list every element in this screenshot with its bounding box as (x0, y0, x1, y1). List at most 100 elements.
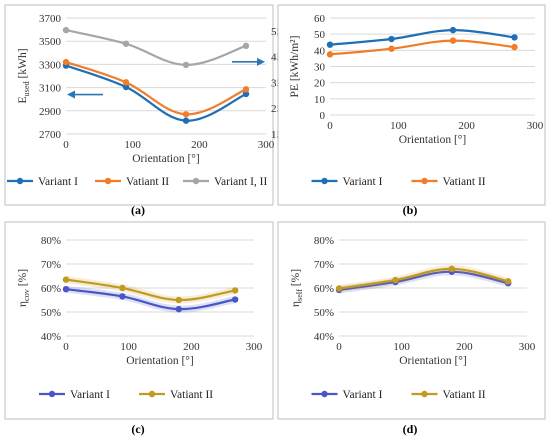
data-point (62, 58, 70, 66)
x-tick-label: 0 (336, 341, 342, 353)
y-tick-label: 10 (314, 94, 326, 106)
y-tick-label: 2900 (39, 106, 62, 118)
y-tick-label: 50 (314, 29, 326, 41)
legend-label: Vatiant II (443, 389, 486, 401)
data-point (448, 265, 455, 272)
legend-marker (421, 177, 428, 185)
y-tick-label: 20 (314, 78, 326, 90)
y-tick-label: 70% (41, 259, 61, 271)
series-line (65, 29, 247, 67)
data-point (119, 293, 126, 300)
data-point (511, 34, 518, 41)
chart-frame (4, 221, 274, 420)
data-point (505, 278, 512, 285)
data-point (122, 83, 130, 91)
panel-label: (c) (131, 422, 144, 436)
legend-label: Variant I, II (214, 176, 267, 188)
data-point (62, 26, 70, 34)
data-point (335, 285, 343, 292)
panel-a: 2700 2900 3100 3300 3500 3700 0 100 200 300 Orient… (4, 4, 313, 206)
right-axis-arrowhead (257, 57, 265, 66)
data-point (122, 40, 130, 47)
data-point (175, 305, 182, 313)
series-line (338, 267, 509, 290)
x-tick-label: 200 (191, 139, 208, 151)
legend-marker (421, 390, 428, 398)
y-tick-label: 3300 (39, 59, 62, 71)
panel-label: (a) (131, 203, 145, 217)
y-axis-title: ηcov [%] (17, 269, 31, 307)
x-tick-label: 200 (183, 341, 200, 353)
x-tick-label: 300 (527, 120, 544, 132)
data-point (242, 42, 250, 50)
legend-marker (48, 390, 56, 398)
y-tick-label: 0 (320, 110, 326, 122)
x-tick-label: 100 (390, 120, 407, 132)
data-point (119, 284, 126, 292)
data-point (388, 45, 395, 52)
data-point (122, 79, 130, 86)
y-tick-label: 80% (41, 235, 61, 247)
series-line (329, 39, 515, 56)
y-tick-label: 40% (314, 331, 334, 343)
series-line (65, 64, 247, 122)
chart-frame (277, 4, 546, 206)
series-line (329, 28, 515, 46)
y-tick-label: 70% (314, 259, 334, 271)
legend-label: Variant I (70, 389, 110, 401)
x-axis-title: Orientation [°] (399, 355, 467, 367)
y-tick-label: 60% (41, 283, 61, 295)
data-point (182, 117, 190, 124)
data-point (62, 276, 70, 283)
chart-frame (277, 221, 546, 420)
y-axis-title: Eused [kWh] (17, 48, 31, 103)
panel-b: 0 10 20 30 40 50 60 0 100 200 300 Orientation [°] PE… (277, 4, 546, 206)
y-tick-label: 60% (314, 283, 334, 295)
series-line (65, 61, 247, 116)
data-point (242, 86, 250, 93)
x-axis-title: Orientation [°] (126, 355, 194, 367)
panel-label: (d) (403, 422, 418, 436)
panel-d: 40% 50% 60% 70% 80% 0 100 200 300 Orientation [°]… (277, 221, 546, 420)
data-point (62, 286, 70, 293)
x-tick-label: 100 (393, 341, 410, 353)
legend-label: Variant I (343, 389, 383, 401)
data-point (182, 111, 190, 118)
legend-marker (148, 390, 156, 398)
x-tick-label: 100 (124, 139, 141, 151)
y-tick-label: 3500 (39, 36, 62, 48)
panel-c: 40% 50% 60% 70% 80% 0 100 200 300 Orientation [°]… (4, 221, 274, 420)
legend-marker (192, 177, 200, 185)
series-line (65, 278, 236, 302)
y-tick-label: 50% (314, 307, 334, 319)
data-point (392, 276, 399, 284)
y-tick-label: 40% (41, 331, 61, 343)
y-tick-label: 2700 (39, 129, 62, 141)
x-axis-title: Orientation [°] (399, 134, 467, 146)
legend-label: Variant I (343, 176, 383, 188)
legend-marker (16, 177, 24, 185)
x-tick-label: 300 (258, 139, 275, 151)
legend-marker (321, 390, 328, 398)
y-tick-label: 40 (314, 45, 326, 57)
x-tick-label: 0 (327, 120, 333, 132)
left-axis-arrowhead (67, 90, 75, 99)
data-point (388, 35, 395, 43)
data-point (326, 51, 334, 58)
x-tick-label: 100 (120, 341, 137, 353)
y-tick-label: 50% (41, 307, 61, 319)
y-tick-label: 60 (314, 13, 326, 25)
legend-label: Vatiant II (443, 176, 486, 188)
panel-label: (b) (403, 203, 418, 217)
x-tick-label: 0 (63, 341, 69, 353)
data-point (232, 296, 239, 303)
y-tick-label: 3700 (39, 13, 62, 25)
series-line (338, 270, 509, 291)
data-point (511, 43, 518, 51)
x-axis-title: Orientation [°] (132, 153, 200, 165)
legend-marker (104, 177, 112, 185)
y-tick-label: 3100 (39, 83, 62, 95)
legend-label: Variant I (38, 176, 78, 188)
data-point (449, 37, 457, 44)
